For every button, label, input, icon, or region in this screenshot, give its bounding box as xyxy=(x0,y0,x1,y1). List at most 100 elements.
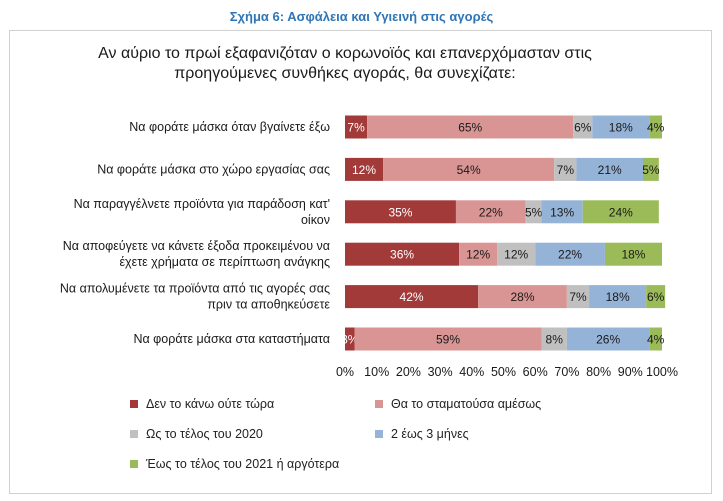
data-label: 22% xyxy=(479,205,503,219)
category-label: Να αποφεύγετε να κάνετε έξοδα προκειμένο… xyxy=(63,239,330,253)
bar-segment xyxy=(649,327,662,351)
data-label: 12% xyxy=(352,163,376,177)
bar-segment xyxy=(649,115,662,139)
x-tick-label: 90% xyxy=(618,365,643,379)
bar-segment xyxy=(646,285,666,309)
legend-label: Θα το σταματούσα αμέσως xyxy=(391,397,542,411)
bar-segment xyxy=(554,157,577,181)
bar-segment xyxy=(383,157,555,181)
legend-label: Ως το τέλος του 2020 xyxy=(146,427,263,441)
legend-item: Ως το τέλος του 2020 xyxy=(130,426,263,442)
bar-segment xyxy=(642,157,659,181)
data-label: 36% xyxy=(390,248,414,262)
bar-segment xyxy=(345,327,355,351)
x-tick-label: 10% xyxy=(364,365,389,379)
bar-segment xyxy=(592,115,650,139)
bar-segment xyxy=(541,327,567,351)
data-label: 59% xyxy=(436,333,460,347)
data-label: 7% xyxy=(347,121,365,135)
category-label: έχετε χρήματα σε περίπτωση ανάγκης xyxy=(119,255,330,269)
bar-segment xyxy=(345,157,384,181)
data-label: 28% xyxy=(511,290,535,304)
data-label: 18% xyxy=(621,248,645,262)
bar-segment xyxy=(455,200,526,224)
data-label: 5% xyxy=(642,163,660,177)
bar-segment xyxy=(345,242,460,266)
bar-segment xyxy=(497,242,536,266)
bar-segment xyxy=(535,242,605,266)
legend-label: Έως το τέλος του 2021 ή αργότερα xyxy=(146,457,340,471)
data-label: 4% xyxy=(647,121,665,135)
legend-swatch xyxy=(130,399,138,408)
x-tick-label: 80% xyxy=(586,365,611,379)
data-label: 42% xyxy=(400,290,424,304)
x-tick-label: 30% xyxy=(428,365,453,379)
data-label: 3% xyxy=(341,333,359,347)
bar-segment xyxy=(345,115,368,139)
data-label: 7% xyxy=(569,290,587,304)
chart-title-line-1: Αν αύριο το πρωί εξαφανιζόταν ο κορωνοϊό… xyxy=(98,45,592,62)
x-tick-label: 40% xyxy=(459,365,484,379)
bar-segment xyxy=(566,327,650,351)
category-label: Να φοράτε μάσκα στα καταστήματα xyxy=(133,332,330,346)
data-label: 12% xyxy=(466,248,490,262)
chart-title-line-2: προηγούμενες συνθήκες αγοράς, θα συνεχίζ… xyxy=(174,65,516,82)
bar-segment xyxy=(582,200,659,224)
bar-segment xyxy=(604,242,662,266)
legend-item: Έως το τέλος του 2021 ή αργότερα xyxy=(130,456,339,472)
legend-swatch xyxy=(130,429,138,438)
bar-segment xyxy=(367,115,574,139)
data-label: 54% xyxy=(457,163,481,177)
data-label: 18% xyxy=(609,121,633,135)
data-label: 6% xyxy=(574,121,592,135)
data-label: 7% xyxy=(557,163,575,177)
x-tick-label: 0% xyxy=(336,365,354,379)
data-label: 5% xyxy=(525,205,543,219)
category-label: οίκον xyxy=(301,213,330,227)
bar-segment xyxy=(541,200,583,224)
chart-title: Αν αύριο το πρωί εξαφανιζόταν ο κορωνοϊό… xyxy=(60,44,630,84)
bar-segment xyxy=(566,285,590,309)
x-tick-label: 20% xyxy=(396,365,421,379)
data-label: 24% xyxy=(609,205,633,219)
bar-segment xyxy=(573,115,593,139)
x-tick-label: 70% xyxy=(554,365,579,379)
data-label: 35% xyxy=(388,205,412,219)
chart-frame xyxy=(9,30,712,494)
bar-segment xyxy=(345,285,479,309)
data-label: 26% xyxy=(596,333,620,347)
data-label: 8% xyxy=(546,333,564,347)
legend-swatch xyxy=(375,429,383,438)
legend-item: 2 έως 3 μήνες xyxy=(375,426,469,442)
legend-label: Δεν το κάνω ούτε τώρα xyxy=(146,397,275,411)
data-label: 4% xyxy=(647,333,665,347)
bar-segment xyxy=(478,285,567,309)
category-label: πριν τα αποθηκεύσετε xyxy=(207,298,330,312)
legend-item: Θα το σταματούσα αμέσως xyxy=(375,396,541,412)
data-label: 65% xyxy=(458,121,482,135)
legend-item: Δεν το κάνω ούτε τώρα xyxy=(130,396,274,412)
bar-segment xyxy=(354,327,542,351)
category-label: Να απολυμένετε τα προϊόντα από τις αγορέ… xyxy=(60,282,330,296)
x-tick-label: 60% xyxy=(523,365,548,379)
bar-segment xyxy=(589,285,647,309)
data-label: 18% xyxy=(606,290,630,304)
bar-segment xyxy=(576,157,643,181)
category-label: Να παραγγέλνετε προϊόντα για παράδοση κα… xyxy=(74,197,330,211)
data-label: 21% xyxy=(598,163,622,177)
x-tick-label: 50% xyxy=(491,365,516,379)
data-label: 22% xyxy=(558,248,582,262)
bar-segment xyxy=(459,242,498,266)
data-label: 6% xyxy=(647,290,665,304)
data-label: 12% xyxy=(504,248,528,262)
bar-segment xyxy=(525,200,542,224)
data-label: 13% xyxy=(550,205,574,219)
x-tick-label: 100% xyxy=(646,365,678,379)
figure-title: Σχήμα 6: Ασφάλεια και Υγιεινή στις αγορέ… xyxy=(229,9,494,24)
legend-swatch xyxy=(130,459,138,468)
category-label: Να φοράτε μάσκα στο χώρο εργασίας σας xyxy=(97,162,330,176)
bar-segment xyxy=(345,200,456,224)
category-label: Να φοράτε μάσκα όταν βγαίνετε έξω xyxy=(129,120,330,134)
legend-label: 2 έως 3 μήνες xyxy=(391,427,469,441)
